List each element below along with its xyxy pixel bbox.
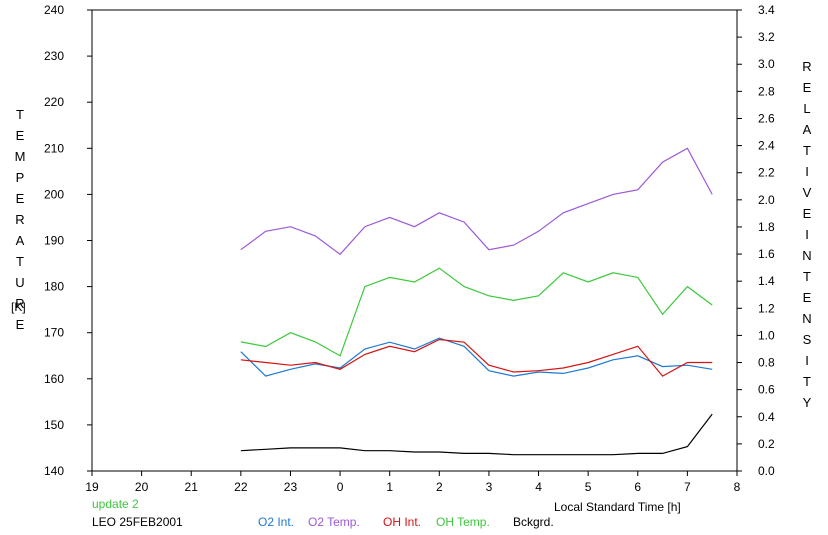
y-right-tick-label: 3.4 [758,3,775,17]
x-tick-label: 5 [585,480,592,494]
y-right-tick-label: 2.4 [758,139,775,153]
axis-label-letter: N [802,248,812,263]
y-left-unit: [K] [11,300,26,314]
x-tick-label: 20 [135,480,149,494]
axis-label-letter: E [802,80,812,95]
axis-label-letter: R [15,296,25,311]
y-right-tick-label: 2.6 [758,111,775,125]
x-tick-label: 21 [185,480,199,494]
y-right-tick-label: 1.0 [758,328,775,342]
station-label: LEO 25FEB2001 [92,515,183,529]
annotation-update: update 2 [92,497,139,511]
axis-label-letter: A [15,233,25,248]
y-left-tick-label: 200 [44,187,64,201]
y-left-tick-label: 140 [44,464,64,478]
x-tick-label: 22 [234,480,248,494]
axis-label-letter: A [802,122,812,137]
plot-frame [91,9,738,472]
y-right-tick-label: 2.0 [758,193,775,207]
axis-label-letter: E [15,191,25,206]
axis-label-letter: E [802,290,812,305]
axis-label-letter: N [802,311,812,326]
axis-label-letter: V [802,185,812,200]
axis-label-letter: I [805,227,809,242]
axis-label-letter: T [803,143,811,158]
x-tick-label: 3 [486,480,493,494]
legend-item: O2 Int. [258,515,295,529]
x-tick-label: 8 [734,480,741,494]
axis-label-letter: T [803,269,811,284]
series-line-oh-int [240,338,713,377]
x-tick-label: 19 [85,480,99,494]
y-right-tick-label: 0.4 [758,410,775,424]
axis-label-letter: M [14,149,26,164]
y-right-tick-label: 2.2 [758,166,775,180]
x-tick-label: 0 [337,480,344,494]
y-right-tick-label: 2.8 [758,84,775,98]
legend-item: Bckgrd. [513,515,554,529]
axis-label-letter: E [802,206,812,221]
axis-label-letter: P [15,170,25,185]
axis-label-letter: I [805,164,809,179]
x-tick-label: 2 [436,480,443,494]
legend-item: OH Temp. [436,515,490,529]
x-axis-label: Local Standard Time [h] [554,500,681,514]
y-right-tick-label: 0.6 [758,383,775,397]
y-left-tick-label: 240 [44,3,64,17]
y-right-tick-label: 1.4 [758,274,775,288]
axis-label-letter: I [805,353,809,368]
axis-label-letter: E [15,128,25,143]
x-tick-label: 4 [535,480,542,494]
x-tick-label: 7 [684,480,691,494]
y-right-tick-label: 1.2 [758,301,775,315]
legend-item: O2 Temp. [308,515,360,529]
series-line-o2-int [240,337,713,377]
y-left-tick-label: 180 [44,280,64,294]
axis-label-letter: R [802,59,812,74]
legend-item: OH Int. [383,515,422,529]
axis-label-letter: T [16,254,24,269]
x-tick-label: 1 [386,480,393,494]
axis-label-letter: L [803,101,811,116]
axis-label-letter: R [15,212,25,227]
y-right-tick-label: 3.2 [758,30,775,44]
x-tick-label: 6 [634,480,641,494]
y-right-tick-label: 0.2 [758,437,775,451]
axis-label-letter: Y [802,395,812,410]
y-right-tick-label: 1.8 [758,220,775,234]
y-right-tick-label: 1.6 [758,247,775,261]
y-left-tick-label: 150 [44,418,64,432]
y-left-tick-label: 210 [44,141,64,155]
y-left-tick-label: 160 [44,372,64,386]
axis-label-letter: T [803,374,811,389]
x-tick-label: 23 [284,480,298,494]
y-right-tick-label: 3.0 [758,57,775,71]
axis-label-letter: T [16,107,24,122]
series-line-oh-temp [240,267,713,357]
y-right-tick-label: 0.0 [758,464,775,478]
y-right-tick-label: 0.8 [758,356,775,370]
y-left-tick-label: 230 [44,49,64,63]
series-line-o2-temp [240,147,713,256]
axis-label-letter: U [15,275,25,290]
y-left-tick-label: 220 [44,95,64,109]
axis-label-letter: S [802,332,812,347]
series-line-bckgrd [240,413,713,456]
y-left-tick-label: 190 [44,234,64,248]
y-left-tick-label: 170 [44,326,64,340]
axis-label-letter: E [15,317,25,332]
